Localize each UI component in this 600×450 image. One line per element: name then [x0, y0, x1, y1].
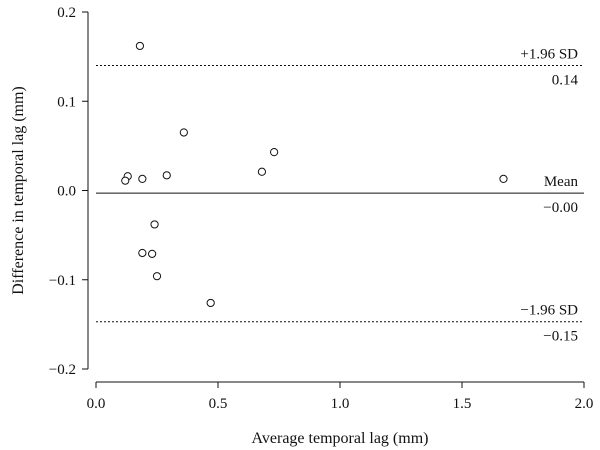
x-tick-label: 0.0	[87, 396, 106, 412]
y-tick-label: −0.1	[49, 273, 76, 289]
data-point	[150, 220, 159, 229]
data-point	[162, 171, 171, 180]
reference-line-value: −0.00	[543, 200, 578, 216]
y-axis-label: Difference in temporal lag (mm)	[10, 86, 27, 295]
x-ticks: 0.0 0.5 1.0 1.5 2.0	[87, 382, 594, 412]
data-point	[499, 174, 508, 183]
reference-line-value: −0.15	[543, 329, 578, 345]
reference-line-name: −1.96 SD	[520, 303, 578, 319]
y-ticks: 0.2 0.1 0.0 −0.1 −0.2	[49, 5, 88, 378]
data-point	[257, 167, 267, 176]
data-point	[135, 41, 145, 51]
data-point	[138, 248, 147, 258]
x-tick-label: 2.0	[575, 396, 594, 412]
y-tick-label: 0.2	[57, 5, 76, 21]
data-point	[138, 174, 147, 183]
x-axis-label: Average temporal lag (mm)	[252, 430, 429, 447]
data-point	[121, 176, 130, 185]
x-tick-label: 1.5	[453, 396, 472, 412]
data-point	[179, 128, 188, 137]
data-point	[270, 148, 279, 157]
y-tick-label: −0.2	[49, 362, 76, 378]
data-points	[121, 41, 508, 308]
reference-line-value: 0.14	[552, 73, 579, 89]
y-tick-label: 0.0	[57, 184, 76, 200]
data-point	[206, 298, 215, 308]
reference-line-name: Mean	[544, 174, 579, 190]
axes	[87, 12, 584, 383]
x-tick-label: 0.5	[209, 396, 228, 412]
data-point	[148, 249, 157, 258]
data-point	[152, 272, 162, 281]
x-tick-label: 1.0	[331, 396, 350, 412]
reference-lines: +1.96 SD 0.14 Mean −0.00 −1.96 SD −0.15	[96, 47, 584, 345]
reference-line-name: +1.96 SD	[520, 47, 578, 63]
y-tick-label: 0.1	[57, 94, 76, 110]
